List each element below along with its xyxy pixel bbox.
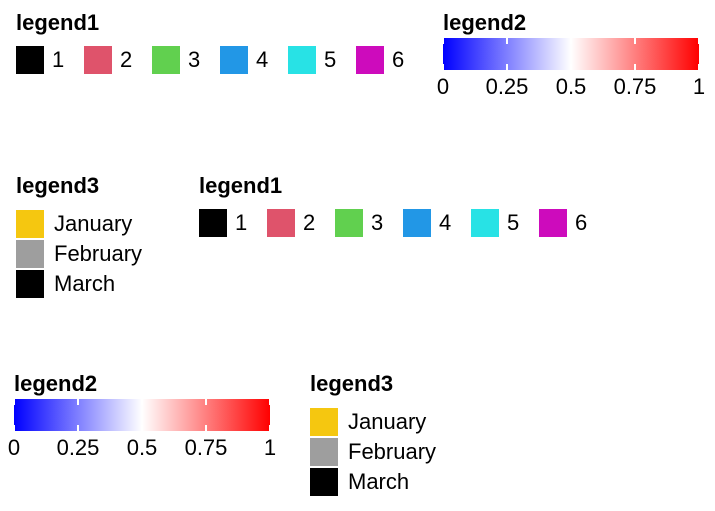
legend2-colorbar: 0 0.25 0.5 0.75 1 — [437, 38, 705, 99]
colorbar-tick-label: 0.75 — [614, 74, 657, 99]
legend-key-2: March — [310, 467, 470, 497]
legend-swatch — [16, 46, 44, 74]
legend-swatch — [16, 240, 44, 268]
legend-swatch — [310, 468, 338, 496]
legend-swatch — [84, 46, 112, 74]
legend2-title-bottom: legend2 — [14, 371, 98, 396]
legend-label: 5 — [507, 210, 520, 235]
legend-swatch — [310, 408, 338, 436]
legend-label: 4 — [256, 47, 269, 72]
colorbar-tick-label: 0 — [8, 435, 20, 460]
colorbar-tick-label: 1 — [693, 74, 705, 99]
legend-key-2: March — [16, 269, 176, 299]
legend-swatch — [288, 46, 316, 74]
legend-swatch — [356, 46, 384, 74]
colorbar-tick-label: 0 — [437, 74, 449, 99]
colorbar-tick-label: 0.5 — [556, 74, 587, 99]
legend2-colorbar-bottom: legend2 0 0.25 0.5 0.75 1 — [8, 371, 284, 471]
legend-swatch — [16, 210, 44, 238]
colorbar-tick-label: 0.25 — [57, 435, 100, 460]
legend-label: 3 — [371, 210, 384, 235]
legend-label: March — [348, 469, 410, 494]
legend-label: 6 — [575, 210, 588, 235]
colorbar-svg: 0 0.25 0.5 0.75 1 — [437, 38, 705, 99]
legend-swatch — [310, 438, 338, 466]
legend-swatch — [199, 209, 227, 237]
legend-label: 3 — [188, 47, 201, 72]
legend-key-1: February — [310, 437, 470, 467]
legend-swatch — [267, 209, 295, 237]
legend-label: March — [54, 271, 116, 296]
legend2-colorbar-2: 0 0.25 0.5 0.75 1 — [8, 399, 276, 460]
legend3-vertical-middle: legend3 January February March — [16, 173, 186, 303]
legend1-title: legend1 — [16, 10, 100, 35]
legend-swatch — [403, 209, 431, 237]
legend3-title: legend3 — [16, 173, 100, 198]
legend-key-1: February — [16, 239, 176, 269]
legend-label: 2 — [120, 47, 133, 72]
legend1-title-middle: legend1 — [199, 173, 283, 198]
legend-swatch — [539, 209, 567, 237]
legend-label: January — [54, 211, 133, 236]
legend-label: 1 — [235, 210, 248, 235]
legend3-vertical-bottom: legend3 January February March — [310, 371, 480, 501]
legend2-title: legend2 — [443, 10, 527, 35]
legend-label: 2 — [303, 210, 316, 235]
legend-swatch — [152, 46, 180, 74]
colorbar-tick-label: 0.75 — [185, 435, 228, 460]
colorbar-svg: 0 0.25 0.5 0.75 1 — [8, 399, 276, 460]
colorbar-tick-label: 0.25 — [486, 74, 529, 99]
colorbar-tick-label: 1 — [264, 435, 276, 460]
legend-swatch — [16, 270, 44, 298]
legend-label: February — [348, 439, 437, 464]
legend-swatch — [471, 209, 499, 237]
legend3-title-bottom: legend3 — [310, 371, 394, 396]
legend-key-0: January — [310, 407, 470, 437]
legend-label: February — [54, 241, 143, 266]
colorbar-tick-label: 0.5 — [127, 435, 158, 460]
legend-label: January — [348, 409, 427, 434]
legend-key-0: January — [16, 209, 176, 239]
legend-label: 6 — [392, 47, 405, 72]
legend-label: 5 — [324, 47, 337, 72]
legend-swatch — [220, 46, 248, 74]
legend1-horizontal: legend1 1 2 3 4 5 6 — [16, 10, 416, 80]
legend-swatch — [335, 209, 363, 237]
legend-label: 4 — [439, 210, 452, 235]
legend2-colorbar-top: legend2 0 0.25 0.5 0.75 1 — [437, 10, 713, 110]
legend1-horizontal-middle: legend1 1 2 3 4 5 6 — [199, 173, 599, 243]
legend-label: 1 — [52, 47, 65, 72]
